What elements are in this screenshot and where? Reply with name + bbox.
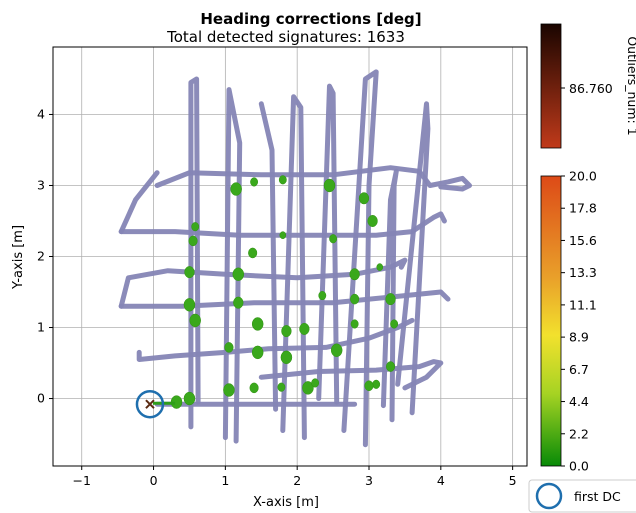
x-axis-label: X-axis [m] (253, 495, 319, 510)
signature-point (302, 381, 314, 395)
signature-point (390, 319, 399, 329)
signature-point (329, 234, 338, 244)
x-tick-label: −1 (73, 473, 91, 488)
signature-point (183, 391, 196, 406)
signature-point (191, 222, 200, 232)
main-colorbar-tick-label: 6.7 (569, 362, 589, 377)
trajectory-segment (316, 83, 340, 405)
trajectory (118, 69, 472, 448)
legend-box (528, 479, 636, 513)
signature-point (189, 313, 201, 328)
legend-label: first DC (574, 489, 621, 504)
signature-point (330, 343, 343, 357)
main-colorbar-tick-label: 0.0 (569, 459, 589, 474)
x-tick-label: 5 (509, 473, 517, 488)
trajectory-segment (118, 211, 447, 238)
y-tick-label: 3 (37, 177, 45, 192)
signature-point (323, 178, 336, 193)
signature-point (251, 317, 264, 331)
main-colorbar-tick-label: 11.1 (569, 297, 597, 312)
signature-point (223, 383, 235, 397)
legend-circle-icon (535, 482, 563, 510)
main-colorbar-tick-label: 4.4 (569, 394, 589, 409)
outliers-colorbar-label: Outliers_num: 1 (625, 36, 636, 135)
x-tick-label: 1 (221, 473, 229, 488)
signatures (170, 175, 399, 409)
signature-point (230, 182, 242, 196)
signature-point (251, 345, 264, 360)
legend: first DC (528, 479, 636, 513)
chart-subtitle: Total detected signatures: 1633 (166, 28, 405, 46)
main-colorbar-tick-label: 20.0 (569, 169, 597, 184)
signature-point (386, 361, 396, 372)
y-tick-label: 0 (37, 391, 45, 406)
x-tick-label: 4 (437, 473, 445, 488)
main-colorbar-tick-label: 2.2 (569, 426, 589, 441)
signature-point (281, 325, 292, 338)
start-markers (135, 389, 176, 419)
trajectory-segment (118, 170, 160, 235)
trajectory-segment (395, 101, 431, 416)
signature-point (376, 263, 384, 271)
signature-point (184, 266, 195, 279)
signature-point (278, 175, 287, 185)
y-tick-label: 4 (37, 106, 45, 121)
outliers-tick-label: 86.760 (569, 81, 613, 96)
signature-point (250, 177, 259, 187)
trajectory-segment (258, 101, 279, 412)
signature-point (280, 350, 293, 365)
outliers-colorbar (540, 23, 562, 149)
trajectory-segment (118, 289, 451, 309)
main-colorbar-ticks: 20.0 17.8 15.6 13.3 11.1 8.9 6.7 4.4 2.2 0.0 (561, 169, 597, 474)
signature-point (248, 247, 258, 259)
trajectory-segment (136, 317, 415, 362)
signature-point (299, 322, 310, 335)
signature-point (311, 378, 320, 388)
trajectory-segment (258, 359, 444, 391)
signature-point (183, 298, 196, 312)
signature-point (249, 382, 259, 394)
signature-point (385, 293, 396, 306)
signature-point (358, 192, 370, 205)
signature-point (318, 291, 327, 301)
y-tick-label: 2 (37, 249, 45, 264)
main-colorbar-tick-label: 8.9 (569, 330, 589, 345)
y-axis-label: Y-axis [m] (11, 225, 26, 290)
chart-title: Heading corrections [deg] (200, 10, 421, 28)
main-colorbar-tick-label: 17.8 (569, 201, 597, 216)
trajectory-segment (222, 87, 243, 444)
main-colorbar (540, 175, 562, 467)
signature-point (372, 379, 381, 389)
signature-point (364, 380, 374, 392)
trajectory-segment (154, 165, 472, 192)
signature-point (224, 342, 234, 353)
x-tick-label: 3 (365, 473, 373, 488)
signature-point (277, 382, 286, 392)
axis-ticks: −1 0 1 2 3 4 5 0 1 2 3 4 (37, 106, 517, 488)
trajectory-segment (118, 257, 408, 309)
signature-point (232, 267, 245, 281)
x-tick-label: 2 (293, 473, 301, 488)
main-colorbar-tick-label: 13.3 (569, 265, 597, 280)
start-x-marker (145, 399, 155, 409)
trajectory-segment (188, 76, 201, 430)
signature-point (350, 319, 359, 329)
trajectory-segment (280, 94, 307, 441)
signature-point (349, 268, 360, 281)
main-colorbar-tick-label: 15.6 (569, 233, 597, 248)
signature-point (350, 293, 360, 305)
y-tick-label: 1 (37, 320, 45, 335)
signature-point (233, 296, 244, 309)
x-tick-label: 0 (150, 473, 158, 488)
signature-point (188, 235, 198, 247)
first-dc-circle (135, 389, 165, 419)
signature-point (279, 231, 287, 240)
signature-point (367, 214, 378, 227)
